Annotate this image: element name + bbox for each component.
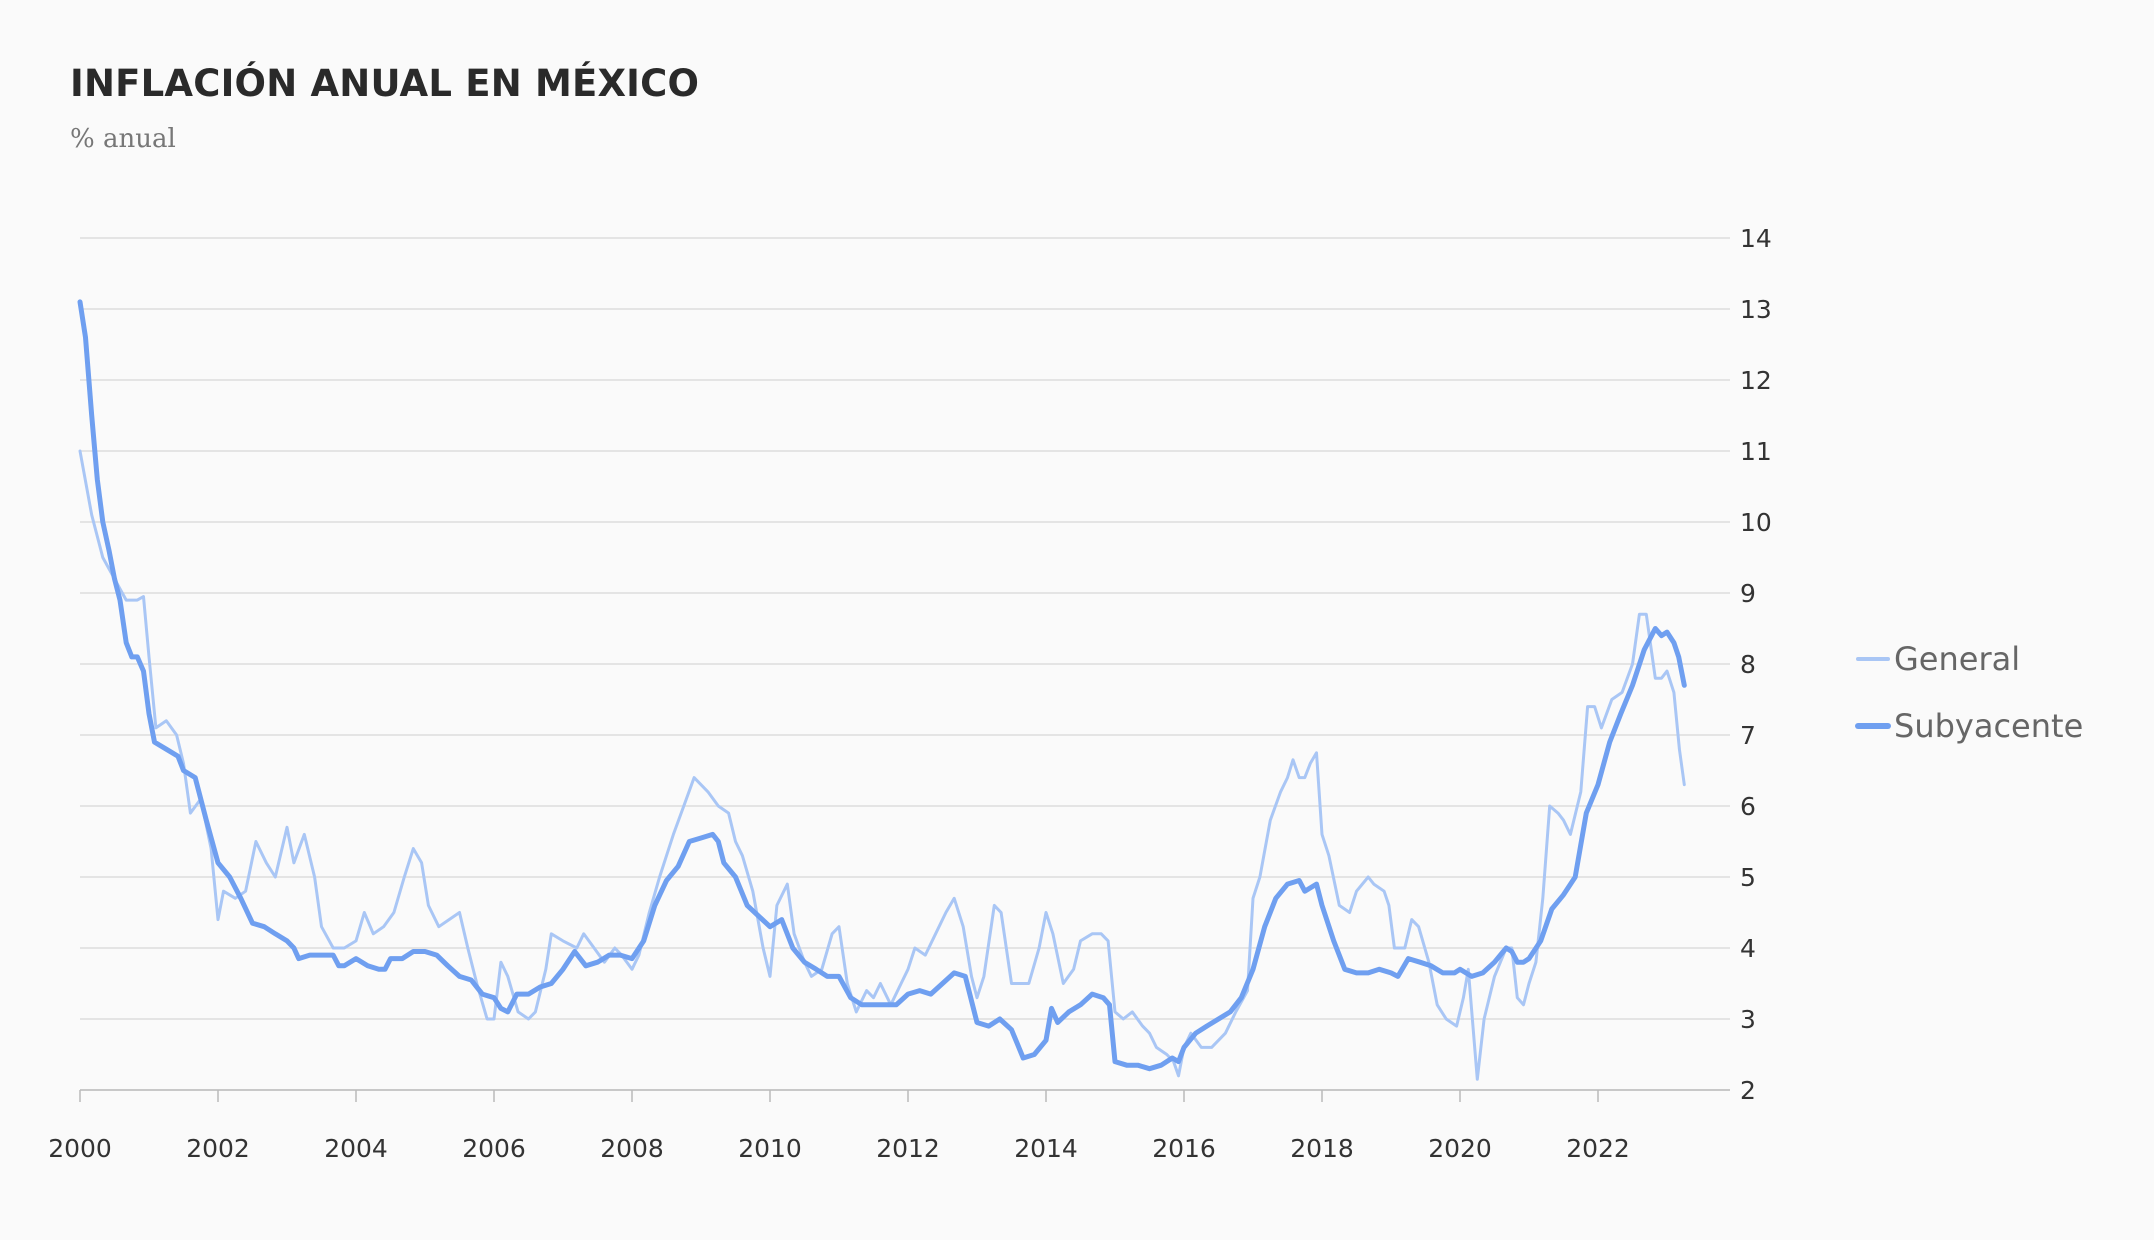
y-tick-label: 8 [1740,650,1756,679]
x-tick-label: 2010 [738,1134,802,1163]
x-tick-label: 2008 [600,1134,664,1163]
legend-label-general: General [1894,640,2020,678]
x-axis-labels: 2000 2002 2004 2006 2008 2010 2012 2014 2016 2018… [48,1134,1630,1163]
x-tick-label: 2002 [186,1134,250,1163]
x-tick-label: 2016 [1152,1134,1216,1163]
x-tick-label: 2004 [324,1134,388,1163]
x-tick-label: 2006 [462,1134,526,1163]
x-tick-label: 2014 [1014,1134,1078,1163]
series-lines [77,299,1687,1081]
legend: General Subyacente [1855,640,2083,745]
x-tick-label: 2022 [1566,1134,1630,1163]
y-tick-label: 6 [1740,792,1756,821]
y-tick-label: 13 [1740,295,1772,324]
chart-title: INFLACIÓN ANUAL EN MÉXICO [70,62,700,105]
x-tick-label: 2018 [1290,1134,1354,1163]
y-tick-label: 7 [1740,721,1756,750]
y-tick-label: 10 [1740,508,1772,537]
x-tick-label: 2020 [1428,1134,1492,1163]
y-axis-labels: 2 3 4 5 6 7 8 9 10 11 12 13 14 [1740,224,1772,1105]
series-line-subyacente [77,299,1687,1072]
x-axis [79,1089,1730,1102]
legend-label-subyacente: Subyacente [1894,707,2083,745]
grid-lines [80,237,1730,1091]
x-tick-label: 2000 [48,1134,112,1163]
y-tick-label: 12 [1740,366,1772,395]
y-tick-label: 4 [1740,934,1756,963]
y-tick-label: 11 [1740,437,1772,466]
x-tick-label: 2012 [876,1134,940,1163]
y-tick-label: 14 [1740,224,1772,253]
y-tick-label: 5 [1740,863,1756,892]
chart-subtitle: % anual [70,124,176,154]
series-line-general [78,449,1686,1081]
y-tick-label: 9 [1740,579,1756,608]
y-tick-label: 3 [1740,1005,1756,1034]
y-tick-label: 2 [1740,1076,1756,1105]
